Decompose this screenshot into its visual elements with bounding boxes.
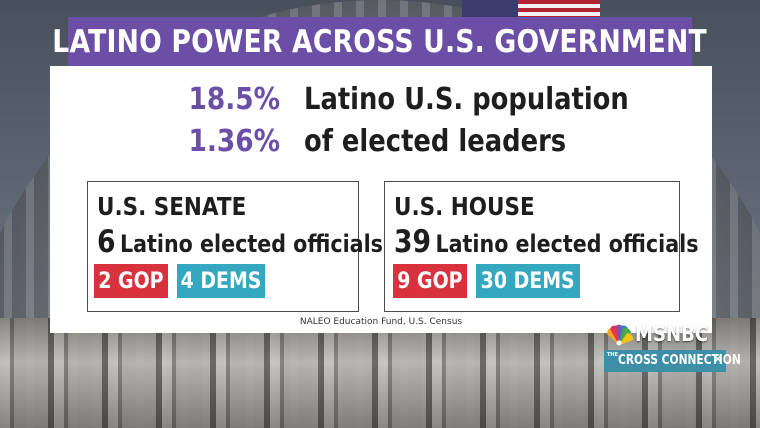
stat-row-population: 18.5% Latino U.S. population — [50, 82, 712, 118]
senate-title: U.S. SENATE — [97, 192, 247, 221]
stat-value: 18.5% — [188, 82, 280, 117]
senate-gop-badge: 2 GOP — [94, 264, 168, 298]
network-name: MSNBC — [635, 322, 709, 346]
house-desc: Latino elected officials — [435, 230, 699, 258]
house-box: U.S. HOUSE 39 Latino elected officials 9… — [384, 181, 698, 312]
stat-row-elected: 1.36% of elected leaders — [50, 124, 712, 160]
senate-box: U.S. SENATE 6 Latino elected officials 2… — [87, 181, 383, 312]
senate-dems-badge: 4 DEMS — [177, 264, 265, 298]
house-count: 39 — [394, 224, 432, 260]
house-dems-badge: 30 DEMS — [476, 264, 580, 298]
senate-desc: Latino elected officials — [119, 230, 383, 258]
senate-gop-label: 2 GOP — [98, 268, 164, 294]
flag-canton — [462, 0, 518, 18]
senate-count: 6 — [97, 224, 116, 260]
show-title-bar: THE CROSS CONNECTION ✕ — [604, 350, 741, 372]
us-flag — [462, 0, 600, 18]
page-title: LATINO POWER ACROSS U.S. GOVERNMENT — [52, 23, 708, 60]
info-card: 18.5% Latino U.S. population 1.36% of el… — [50, 66, 712, 333]
show-x-icon: ✕ — [712, 352, 724, 368]
network-logo: MSNBC THE CROSS CONNECTION ✕ — [604, 322, 741, 372]
peacock-icon — [606, 324, 634, 346]
stat-label: Latino U.S. population — [304, 82, 629, 117]
capitol-columns — [0, 318, 760, 428]
stat-label: of elected leaders — [304, 124, 567, 159]
house-dems-label: 30 DEMS — [480, 268, 576, 294]
columns-shadow — [0, 318, 760, 428]
show-name: CROSS CONNECTION — [618, 353, 741, 368]
house-gop-label: 9 GOP — [397, 268, 463, 294]
senate-dems-label: 4 DEMS — [180, 268, 262, 294]
house-officials-line: 39 Latino elected officials — [394, 224, 698, 260]
house-gop-badge: 9 GOP — [393, 264, 467, 298]
house-title: U.S. HOUSE — [394, 192, 535, 221]
show-prefix: THE — [607, 352, 619, 358]
source-citation: NALEO Education Fund, U.S. Census — [299, 317, 463, 327]
stat-value: 1.36% — [188, 124, 280, 159]
title-banner: LATINO POWER ACROSS U.S. GOVERNMENT — [53, 17, 707, 66]
senate-officials-line: 6 Latino elected officials — [97, 224, 383, 260]
